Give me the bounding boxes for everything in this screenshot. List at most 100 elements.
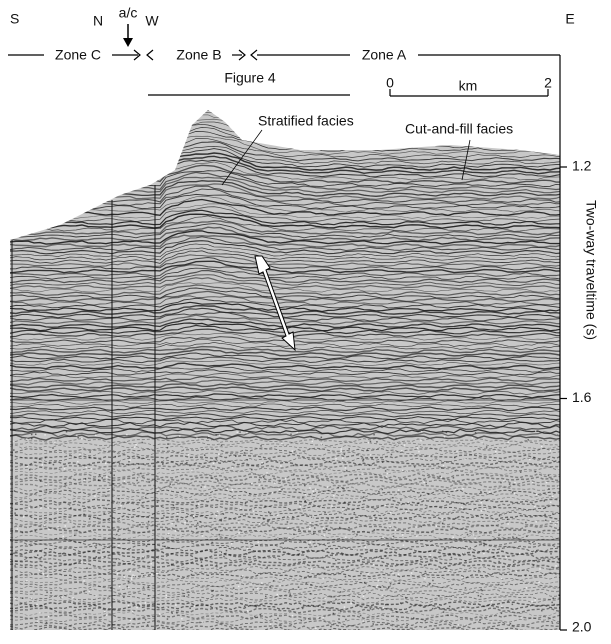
noise xyxy=(197,503,200,505)
noise xyxy=(532,564,535,567)
noise xyxy=(389,583,392,585)
noise xyxy=(133,575,136,577)
direction-label: S xyxy=(10,11,19,27)
noise xyxy=(116,533,118,536)
noise xyxy=(394,529,397,531)
noise xyxy=(498,560,500,563)
noise xyxy=(264,595,267,598)
noise xyxy=(290,433,292,436)
reflector xyxy=(10,375,560,383)
noise xyxy=(166,618,169,620)
reflector xyxy=(10,520,560,528)
noise xyxy=(48,462,51,464)
reflector xyxy=(10,264,560,277)
noise xyxy=(373,517,375,520)
noise xyxy=(320,443,322,445)
reflector xyxy=(10,600,560,608)
noise xyxy=(450,556,453,559)
reflector xyxy=(10,437,560,444)
noise xyxy=(186,461,188,464)
zone-label: Zone B xyxy=(176,47,221,63)
reflector xyxy=(10,209,560,226)
noise xyxy=(385,476,388,478)
reflector xyxy=(10,234,560,249)
noise xyxy=(293,533,295,536)
noise xyxy=(201,621,204,623)
reflector xyxy=(10,348,560,358)
noise xyxy=(337,486,339,489)
noise xyxy=(309,593,312,595)
noise xyxy=(340,610,342,613)
noise xyxy=(136,606,138,609)
noise xyxy=(453,456,456,459)
noise xyxy=(397,573,400,575)
noise xyxy=(47,615,50,618)
noise xyxy=(237,521,240,524)
noise xyxy=(481,589,483,592)
noise xyxy=(377,579,380,582)
noise xyxy=(169,483,172,485)
noise xyxy=(338,618,340,620)
noise xyxy=(167,532,170,535)
noise xyxy=(452,477,455,479)
reflector xyxy=(10,256,560,271)
noise xyxy=(26,580,28,582)
noise xyxy=(428,563,430,566)
zone-lines xyxy=(8,49,561,70)
noise xyxy=(261,487,264,489)
noise xyxy=(76,434,78,437)
noise xyxy=(313,532,315,535)
reflector xyxy=(10,220,560,236)
noise xyxy=(38,458,41,460)
noise xyxy=(139,603,141,605)
noise xyxy=(140,472,142,475)
noise xyxy=(129,570,131,573)
reflector xyxy=(10,247,560,261)
noise xyxy=(131,610,134,613)
noise xyxy=(123,596,125,599)
noise xyxy=(478,569,480,572)
noise xyxy=(448,605,451,608)
noise xyxy=(362,458,365,461)
noise xyxy=(186,520,188,523)
noise xyxy=(500,612,503,615)
noise xyxy=(282,542,284,544)
noise xyxy=(362,595,365,598)
noise xyxy=(505,556,508,558)
noise xyxy=(175,604,177,606)
noise xyxy=(120,504,122,507)
noise xyxy=(508,483,511,485)
noise xyxy=(47,507,50,509)
noise xyxy=(500,577,503,580)
noise xyxy=(215,458,218,460)
noise xyxy=(363,581,366,584)
noise xyxy=(485,499,488,502)
noise xyxy=(276,514,279,516)
noise xyxy=(300,619,303,622)
noise xyxy=(395,611,398,613)
noise xyxy=(203,454,206,456)
noise xyxy=(539,462,542,464)
figure-ref-label: Figure 4 xyxy=(224,70,276,86)
noise xyxy=(156,489,159,491)
noise xyxy=(432,579,434,582)
noise xyxy=(483,542,485,545)
noise xyxy=(95,546,97,549)
noise xyxy=(46,575,49,577)
noise xyxy=(512,561,515,563)
noise xyxy=(60,629,62,630)
noise xyxy=(144,496,147,499)
reflector xyxy=(10,508,560,515)
noise xyxy=(341,554,344,556)
noise xyxy=(246,459,248,461)
noise xyxy=(201,535,204,537)
noise xyxy=(230,542,233,545)
noise xyxy=(147,586,150,588)
noise xyxy=(39,480,42,482)
noise xyxy=(535,520,538,523)
noise xyxy=(323,572,326,575)
noise xyxy=(399,602,402,604)
noise xyxy=(374,519,376,521)
noise xyxy=(152,549,154,552)
